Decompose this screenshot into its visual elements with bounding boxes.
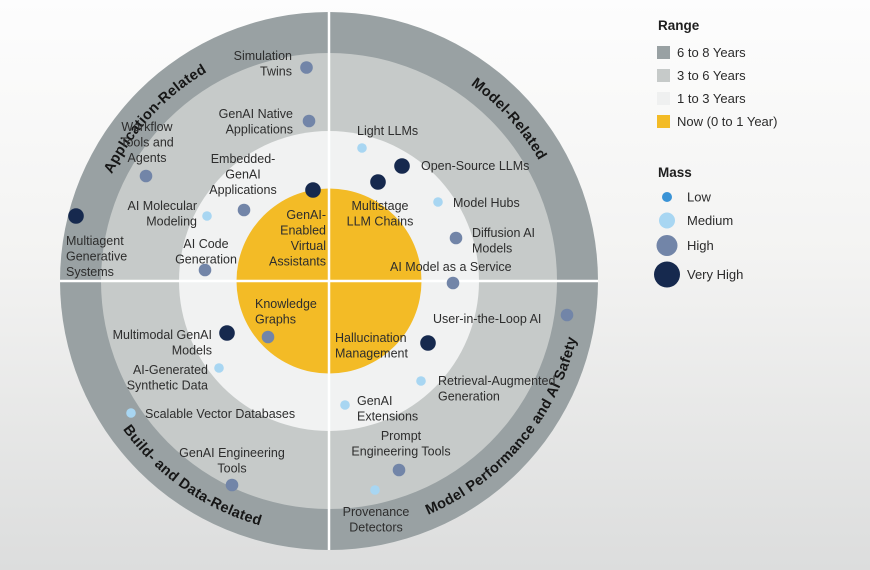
tech-dot-multiagent-generative-systems <box>68 208 84 224</box>
tech-label-multimodal-genai-models: Multimodal GenAI Models <box>113 328 212 358</box>
tech-dot-genai-enabled-virtual-assistants <box>305 182 321 198</box>
legend-mass-dot-high <box>656 235 678 256</box>
tech-label-ai-molecular-modeling: AI Molecular Modeling <box>128 199 198 229</box>
tech-dot-genai-extensions <box>340 400 350 410</box>
tech-dot-hallucination-management <box>420 335 436 351</box>
legend-mass-title: Mass <box>658 165 692 180</box>
tech-dot-open-source-llms <box>394 158 410 174</box>
tech-dot-provenance-detectors <box>370 485 380 495</box>
legend-mass-dot-very-high <box>654 261 680 288</box>
tech-label-scalable-vector-databases: Scalable Vector Databases <box>145 407 295 421</box>
tech-label-workflow-tools-and-agents: Workflow Tools and Agents <box>120 120 174 165</box>
legend-mass-dot-low <box>662 192 672 202</box>
tech-dot-multimodal-genai-models <box>219 325 235 341</box>
tech-label-genai-native-applications: GenAI Native Applications <box>219 107 293 137</box>
tech-dot-simulation-twins <box>300 61 313 74</box>
legend-swatch-3-to-6-years <box>657 69 670 82</box>
tech-label-hallucination-management: Hallucination Management <box>335 331 408 361</box>
tech-label-ai-code-generation: AI Code Generation <box>175 237 237 267</box>
legend-mass-rows: Low Medium High Very High <box>654 190 743 288</box>
tech-label-simulation-twins: Simulation Twins <box>234 49 292 79</box>
legend-mass-label-medium: Medium <box>687 213 733 228</box>
legend-swatch-now-0-to-1-year <box>657 115 670 128</box>
tech-dot-ai-model-as-a-service <box>446 276 460 290</box>
legend-range-label-6-to-8-years: 6 to 8 Years <box>677 45 746 60</box>
tech-dot-diffusion-ai-models <box>449 231 463 245</box>
legend-range-label-now-0-to-1-year: Now (0 to 1 Year) <box>677 114 777 129</box>
tech-label-diffusion-ai-models: Diffusion AI Models <box>472 226 535 256</box>
legend-range-label-3-to-6-years: 3 to 6 Years <box>677 68 746 83</box>
tech-label-retrieval-augmented-generation: Retrieval-Augmented Generation <box>438 374 555 404</box>
tech-dot-model-hubs <box>433 197 443 207</box>
legend-mass-label-low: Low <box>687 190 711 205</box>
legend-range-rows: 6 to 8 Years 3 to 6 Years 1 to 3 Years Now … <box>657 45 777 129</box>
legend-mass-label-high: High <box>687 238 714 253</box>
legend-swatch-1-to-3-years <box>657 92 670 105</box>
tech-dot-ai-generated-synthetic-data <box>214 363 224 373</box>
legend-range-label-1-to-3-years: 1 to 3 Years <box>677 91 746 106</box>
tech-dot-workflow-tools-and-agents <box>139 169 153 183</box>
legend-swatch-6-to-8-years <box>657 46 670 59</box>
legend-mass-label-very-high: Very High <box>687 267 743 282</box>
tech-label-genai-extensions: GenAI Extensions <box>357 394 418 424</box>
tech-label-multistage-llm-chains: Multistage LLM Chains <box>347 199 414 229</box>
tech-label-ai-model-as-a-service: AI Model as a Service <box>390 260 512 274</box>
tech-dot-light-llms <box>357 143 367 153</box>
tech-label-open-source-llms: Open-Source LLMs <box>421 159 529 173</box>
tech-dot-knowledge-graphs <box>261 330 275 344</box>
tech-label-provenance-detectors: Provenance Detectors <box>343 505 410 535</box>
legend: Range 6 to 8 Years 3 to 6 Years 1 to 3 Yea… <box>654 18 777 288</box>
tech-dot-retrieval-augmented-generation <box>416 376 426 386</box>
tech-dot-ai-molecular-modeling <box>202 211 212 221</box>
tech-dot-embedded-genai-applications <box>237 203 251 217</box>
tech-label-model-hubs: Model Hubs <box>453 196 520 210</box>
tech-dot-genai-native-applications <box>302 114 316 128</box>
tech-dot-genai-engineering-tools <box>225 478 239 492</box>
tech-dot-prompt-engineering-tools <box>392 463 406 477</box>
tech-label-multiagent-generative-systems: Multiagent Generative Systems <box>66 234 127 279</box>
tech-dot-ai-code-generation <box>198 263 212 277</box>
tech-label-light-llms: Light LLMs <box>357 124 418 138</box>
tech-label-ai-generated-synthetic-data: AI-Generated Synthetic Data <box>127 363 208 393</box>
legend-mass-dot-medium <box>659 212 675 229</box>
tech-dot-multistage-llm-chains <box>370 174 386 190</box>
tech-label-genai-enabled-virtual-assistants: GenAI-Enabled Virtual Assistants <box>269 208 326 269</box>
tech-dot-user-in-the-loop-ai <box>560 308 574 322</box>
tech-label-embedded-genai-applications: Embedded-GenAI Applications <box>209 152 276 197</box>
tech-label-user-in-the-loop-ai: User-in-the-Loop AI <box>433 312 541 326</box>
tech-label-knowledge-graphs: Knowledge Graphs <box>255 297 317 327</box>
tech-dot-scalable-vector-databases <box>126 408 136 418</box>
legend-range-title: Range <box>658 18 700 33</box>
tech-label-prompt-engineering-tools: Prompt Engineering Tools <box>351 429 450 459</box>
tech-label-genai-engineering-tools: GenAI Engineering Tools <box>179 446 285 476</box>
